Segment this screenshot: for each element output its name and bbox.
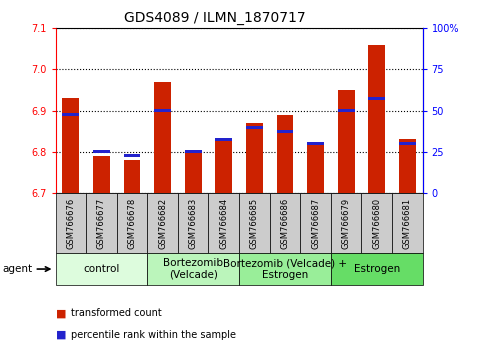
Text: percentile rank within the sample: percentile rank within the sample (71, 330, 237, 339)
Bar (62, 113, 79, 116)
Text: GSM766687: GSM766687 (311, 198, 320, 249)
Bar (178, 193, 209, 253)
Bar (62, 98, 79, 193)
Bar (154, 109, 171, 112)
Bar (56, 193, 86, 253)
Bar (300, 193, 331, 253)
Text: GDS4089 / ILMN_1870717: GDS4089 / ILMN_1870717 (124, 11, 306, 25)
Bar (338, 90, 355, 193)
Bar (147, 253, 239, 285)
Text: control: control (83, 264, 120, 274)
Bar (361, 193, 392, 253)
Bar (86, 193, 117, 253)
Bar (369, 97, 385, 100)
Bar (215, 138, 232, 141)
Bar (185, 150, 201, 153)
Bar (331, 193, 361, 253)
Text: GSM766680: GSM766680 (372, 198, 381, 249)
Bar (307, 143, 324, 193)
Bar (209, 193, 239, 253)
Bar (239, 193, 270, 253)
Text: GSM766684: GSM766684 (219, 198, 228, 249)
Text: Bortezomib
(Velcade): Bortezomib (Velcade) (163, 258, 223, 280)
Bar (246, 126, 263, 129)
Text: agent: agent (2, 264, 32, 274)
Bar (277, 115, 293, 193)
Bar (239, 253, 331, 285)
Bar (277, 130, 293, 133)
Bar (270, 193, 300, 253)
Text: GSM766685: GSM766685 (250, 198, 259, 249)
Text: GSM766686: GSM766686 (281, 198, 289, 249)
Bar (215, 139, 232, 193)
Bar (307, 142, 324, 145)
Bar (154, 82, 171, 193)
Text: GSM766678: GSM766678 (128, 198, 137, 249)
Text: Estrogen: Estrogen (354, 264, 400, 274)
Text: GSM766677: GSM766677 (97, 198, 106, 249)
Bar (331, 253, 423, 285)
Bar (56, 253, 147, 285)
Bar (147, 193, 178, 253)
Bar (185, 152, 201, 193)
Text: ■: ■ (56, 308, 66, 318)
Bar (392, 193, 423, 253)
Text: GSM766682: GSM766682 (158, 198, 167, 249)
Text: transformed count: transformed count (71, 308, 162, 318)
Bar (93, 156, 110, 193)
Bar (246, 123, 263, 193)
Bar (399, 139, 416, 193)
Bar (338, 109, 355, 112)
Text: GSM766676: GSM766676 (66, 198, 75, 249)
Text: GSM766679: GSM766679 (341, 198, 351, 249)
Bar (369, 45, 385, 193)
Text: GSM766681: GSM766681 (403, 198, 412, 249)
Bar (124, 154, 141, 158)
Text: Bortezomib (Velcade) +
Estrogen: Bortezomib (Velcade) + Estrogen (223, 258, 347, 280)
Text: ■: ■ (56, 330, 66, 339)
Bar (93, 150, 110, 153)
Text: GSM766683: GSM766683 (189, 198, 198, 249)
Bar (399, 142, 416, 145)
Bar (124, 160, 141, 193)
Bar (117, 193, 147, 253)
